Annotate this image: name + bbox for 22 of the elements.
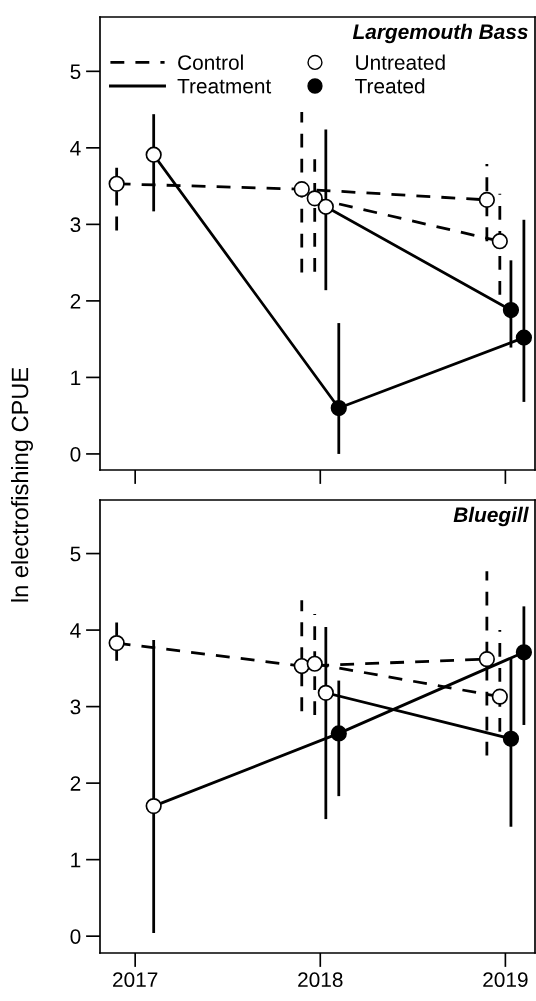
y-tick-label: 5 [70, 64, 81, 80]
y-axis-title: ln electrofishing CPUE [11, 367, 33, 602]
y-tick-label: 0 [70, 446, 81, 462]
y-tick-label: 1 [71, 852, 81, 868]
y-tick-label: 0 [70, 929, 81, 944]
y-tick-label: 4 [70, 623, 81, 638]
y-tick-label: 2 [70, 776, 81, 791]
chart-title: Bluegill [453, 506, 529, 527]
legend-label: Control [178, 54, 243, 70]
y-tick-label: 5 [70, 546, 81, 562]
y-tick-label: 3 [70, 217, 81, 233]
y-tick-label: 2 [70, 293, 81, 309]
y-tick-label: 4 [70, 141, 81, 156]
chart-title: Largemouth Bass [352, 23, 528, 44]
x-tick-label: 2019 [483, 972, 528, 988]
legend-label: Treatment [177, 78, 272, 94]
x-tick-label: 2017 [113, 972, 158, 988]
x-tick-label: 2018 [298, 972, 343, 988]
y-tick-label: 1 [71, 370, 81, 385]
y-tick-label: 3 [70, 699, 81, 715]
legend-label: Untreated [356, 54, 445, 70]
legend-label: Treated [355, 78, 425, 94]
